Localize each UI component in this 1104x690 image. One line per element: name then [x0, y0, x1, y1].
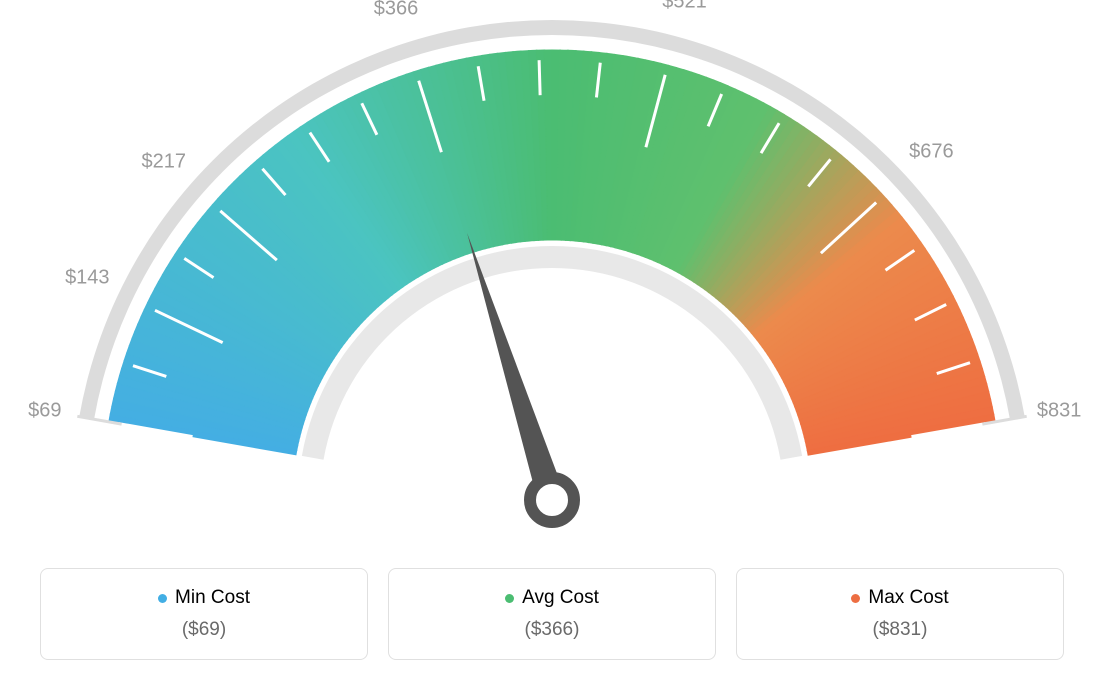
legend-min-value: ($69) — [51, 619, 357, 641]
legend-max-value: ($831) — [747, 619, 1053, 641]
legend-avg-text: Avg Cost — [522, 587, 599, 609]
gauge-area: $69 $143 $217 $366 $521 $676 $831 — [0, 0, 1104, 560]
legend-avg-cost: Avg Cost ($366) — [388, 568, 716, 660]
legend-max-label: Max Cost — [747, 587, 1053, 609]
legend-min-text: Min Cost — [175, 587, 250, 609]
legend-min-dot — [158, 594, 167, 603]
gauge-tick-label: $366 — [374, 0, 419, 21]
gauge-tick-label: $217 — [142, 150, 187, 173]
legend-max-cost: Max Cost ($831) — [736, 568, 1064, 660]
gauge-tick-label: $521 — [662, 0, 707, 14]
legend-avg-label: Avg Cost — [399, 587, 705, 609]
legend-avg-dot — [505, 594, 514, 603]
legend-avg-value: ($366) — [399, 619, 705, 641]
gauge-tick-label: $143 — [65, 266, 110, 289]
gauge-tick-label: $831 — [1037, 399, 1082, 422]
legend-min-label: Min Cost — [51, 587, 357, 609]
legend-max-text: Max Cost — [868, 587, 948, 609]
gauge-tick-label: $69 — [28, 399, 61, 422]
cost-gauge-chart: $69 $143 $217 $366 $521 $676 $831 Min Cost ($6… — [0, 0, 1104, 690]
legend-min-cost: Min Cost ($69) — [40, 568, 368, 660]
legend-max-dot — [851, 594, 860, 603]
gauge-tick-label: $676 — [909, 140, 954, 163]
legend-row: Min Cost ($69) Avg Cost ($366) Max Cost … — [40, 568, 1064, 660]
gauge-svg — [0, 0, 1104, 560]
